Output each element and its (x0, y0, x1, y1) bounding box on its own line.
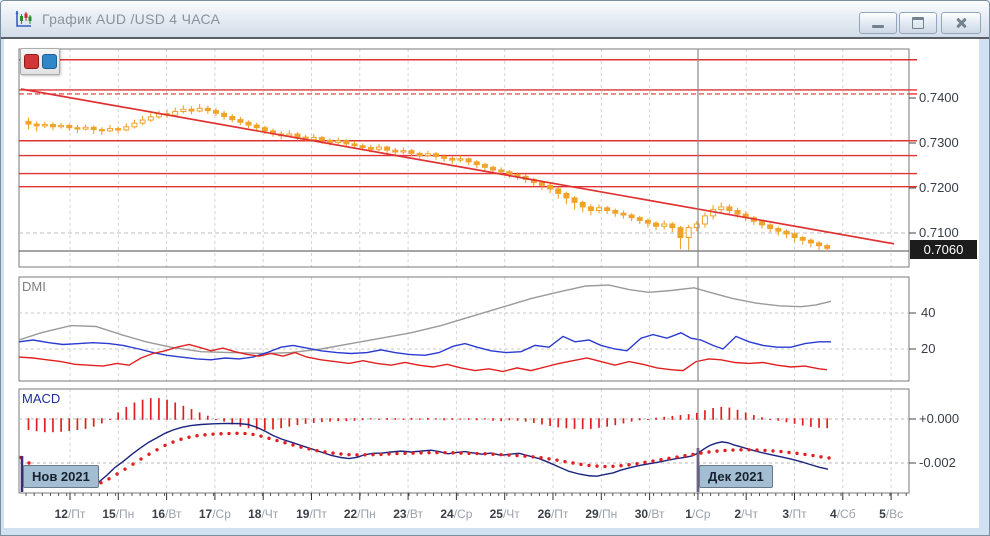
x-axis-date-label: 25/Чт (489, 507, 520, 521)
chart-mini-toolbar (20, 48, 60, 75)
macd-scale-label: +0.000 (919, 411, 960, 426)
blue-square-button[interactable] (41, 54, 57, 69)
x-axis-date-label: 29/Пн (585, 507, 618, 521)
candlestick-chart-icon (15, 11, 32, 27)
window-title: График AUD /USD 4 ЧАСА (42, 11, 221, 27)
title-bar[interactable]: График AUD /USD 4 ЧАСА (1, 1, 989, 37)
minimize-button[interactable] (859, 12, 897, 34)
x-axis-date-label: 23/Вт (393, 507, 423, 521)
x-axis-date-label: 1/Ср (685, 507, 711, 521)
x-axis-date-label: 3/Пт (782, 507, 807, 521)
x-axis-date-label: 12/Пт (54, 507, 86, 521)
x-axis-date-label: 30/Вт (634, 507, 665, 521)
x-axis-date-label: 19/Пт (296, 507, 327, 521)
x-axis-date-label: 4/Сб (830, 507, 856, 521)
dmi-panel-label: DMI (22, 279, 46, 294)
minimize-icon (872, 24, 884, 28)
x-axis-date-label: 15/Пн (102, 507, 135, 521)
month-flag-dec: Дек 2021 (699, 465, 773, 488)
x-axis-date-label: 2/Чт (734, 507, 758, 521)
price-scale-label: 0.7400 (919, 90, 959, 105)
titlebar-divider (1, 37, 989, 39)
month-flag-nov: Нов 2021 (23, 465, 99, 488)
price-scale-label: 0.7300 (919, 135, 959, 150)
x-axis-date-label: 16/Вт (151, 507, 182, 521)
current-price-badge: 0.7060 (910, 240, 977, 259)
x-axis-date-label: 18/Чт (248, 507, 279, 521)
dmi-scale-label: 40 (921, 305, 936, 320)
x-axis-date-label: 5/Вс (879, 507, 904, 521)
close-button[interactable] (941, 12, 981, 34)
x-axis-date-label: 17/Ср (198, 507, 231, 521)
restore-button[interactable] (899, 12, 937, 34)
red-square-button[interactable] (23, 54, 39, 69)
macd-panel-label: MACD (22, 391, 61, 406)
x-axis-date-label: 22/Пн (343, 507, 376, 521)
x-axis-date-label: 26/Пт (537, 507, 569, 521)
macd-scale-label: -0.002 (919, 455, 956, 470)
restore-icon (912, 17, 924, 29)
price-scale-label: 0.7100 (919, 225, 959, 240)
x-axis-date-label: 24/Ср (440, 507, 473, 521)
dmi-scale-label: 20 (921, 341, 936, 356)
price-scale-label: 0.7200 (919, 180, 959, 195)
